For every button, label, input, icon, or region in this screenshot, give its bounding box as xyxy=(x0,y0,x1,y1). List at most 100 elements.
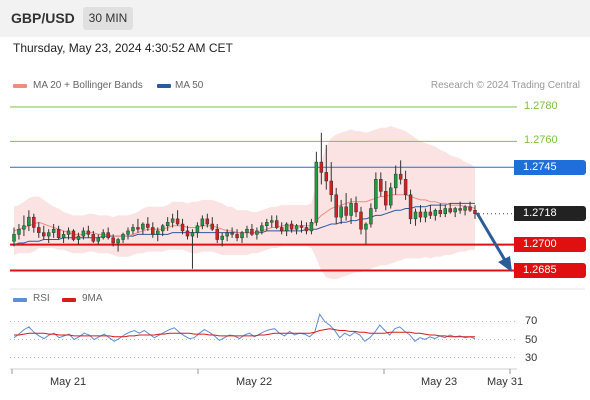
candle-body-bear xyxy=(398,173,403,180)
candle xyxy=(190,229,195,269)
candle-body-bull xyxy=(388,187,393,206)
rsi-tick-30: 30 xyxy=(525,352,538,364)
candle-body-bear xyxy=(230,232,234,235)
candle-body-bull xyxy=(131,227,135,232)
candle-body-bull xyxy=(17,228,21,235)
level-tag-1-2685: 1.2685 xyxy=(514,263,586,278)
candle-body-bull xyxy=(165,222,170,227)
candle-body-bull xyxy=(309,222,314,232)
candle xyxy=(250,224,254,237)
candle xyxy=(309,218,314,235)
candle-body-bear xyxy=(91,234,96,242)
candle xyxy=(86,225,91,238)
ma50-legend-swatch xyxy=(157,84,171,88)
candle-body-bull xyxy=(294,225,299,230)
candle xyxy=(304,222,309,235)
candlesticks xyxy=(12,132,477,269)
candle xyxy=(260,222,264,235)
symbol-title: GBP/USD xyxy=(11,10,75,26)
timeframe-badge[interactable]: 30 MIN xyxy=(83,7,133,30)
candle xyxy=(121,232,125,243)
candle xyxy=(225,229,229,242)
candle-body-bear xyxy=(329,180,333,196)
level-tag-1-2745: 1.2745 xyxy=(514,159,586,175)
candle-body-bull xyxy=(81,230,86,237)
candle xyxy=(71,229,76,242)
rsi-legend-label: RSI xyxy=(33,293,50,304)
candle-body-bull xyxy=(121,234,125,240)
moving-averages xyxy=(13,194,476,246)
candle xyxy=(354,196,358,218)
candle-body-bear xyxy=(37,227,41,233)
candle xyxy=(433,208,438,221)
candle xyxy=(349,198,353,225)
rsi-lines xyxy=(13,313,476,342)
ma20-line xyxy=(13,194,476,237)
rsi-tick-70: 70 xyxy=(525,315,538,327)
candle xyxy=(364,222,368,245)
level-label-1-2760: 1.2760 xyxy=(524,134,558,147)
candle-body-bull xyxy=(443,208,447,214)
candle xyxy=(319,132,324,185)
candle-body-bull xyxy=(463,206,467,211)
candle xyxy=(438,203,443,218)
rsi-grid xyxy=(10,321,517,358)
candle xyxy=(265,218,269,231)
candle-body-bull xyxy=(433,210,438,216)
candle-body-bull xyxy=(141,223,145,230)
candle xyxy=(324,144,329,190)
forecast-arrow-shaft xyxy=(475,212,508,263)
candle-body-bear xyxy=(106,232,110,239)
candle-body-bull xyxy=(160,225,165,232)
candle-body-bear xyxy=(71,230,76,240)
candle-body-bull xyxy=(46,232,51,237)
rsi-ma9-legend-swatch xyxy=(62,298,76,302)
candle xyxy=(151,222,155,238)
candle-body-bull xyxy=(76,235,81,240)
candle xyxy=(463,205,467,216)
candle xyxy=(245,225,249,238)
candle-body-bull xyxy=(240,232,244,239)
rsi-tick-50: 50 xyxy=(525,334,538,346)
x-tick-may23: May 23 xyxy=(421,376,458,388)
candle-body-bear xyxy=(299,225,304,228)
chart-header: GBP/USD 30 MIN xyxy=(0,0,590,37)
candle xyxy=(66,227,71,240)
candle-body-bull xyxy=(170,218,175,223)
candle-body-bear xyxy=(151,227,155,235)
rsi-ma9-line xyxy=(14,328,475,338)
candle xyxy=(32,213,36,233)
candle-body-bear xyxy=(354,203,358,213)
candle-body-bear xyxy=(279,227,284,232)
candle-body-bull xyxy=(364,223,368,230)
candle-body-bull xyxy=(116,239,120,244)
candle xyxy=(156,227,160,242)
candle-body-bear xyxy=(448,208,452,213)
candle-body-bear xyxy=(180,223,185,232)
candle-body-bull xyxy=(423,211,428,218)
candle-body-bear xyxy=(384,191,388,206)
current-price-tag: 1.2718 xyxy=(514,206,586,222)
candle-body-bear xyxy=(210,223,215,230)
candle xyxy=(56,225,61,240)
chart-datetime: Thursday, May 23, 2024 4:30:52 AM CET xyxy=(13,41,233,55)
x-axis-ticks xyxy=(11,369,511,374)
candle-body-bull xyxy=(339,206,343,218)
candle-body-bull xyxy=(66,230,71,235)
candle-body-bear xyxy=(403,179,408,196)
candle-body-bear xyxy=(86,230,91,235)
candle xyxy=(374,172,378,212)
candle xyxy=(299,220,304,233)
candle xyxy=(428,205,433,219)
candle-body-bull xyxy=(453,208,457,213)
candle xyxy=(76,232,81,245)
candle-body-bull xyxy=(190,232,195,237)
candle-body-bull xyxy=(225,232,229,237)
candle xyxy=(334,187,338,225)
candle xyxy=(210,217,215,231)
candle-body-bull xyxy=(51,228,56,233)
bollinger-band-area xyxy=(14,125,475,280)
candle xyxy=(101,229,105,240)
candle xyxy=(468,201,472,212)
candle-body-bear xyxy=(42,232,46,237)
